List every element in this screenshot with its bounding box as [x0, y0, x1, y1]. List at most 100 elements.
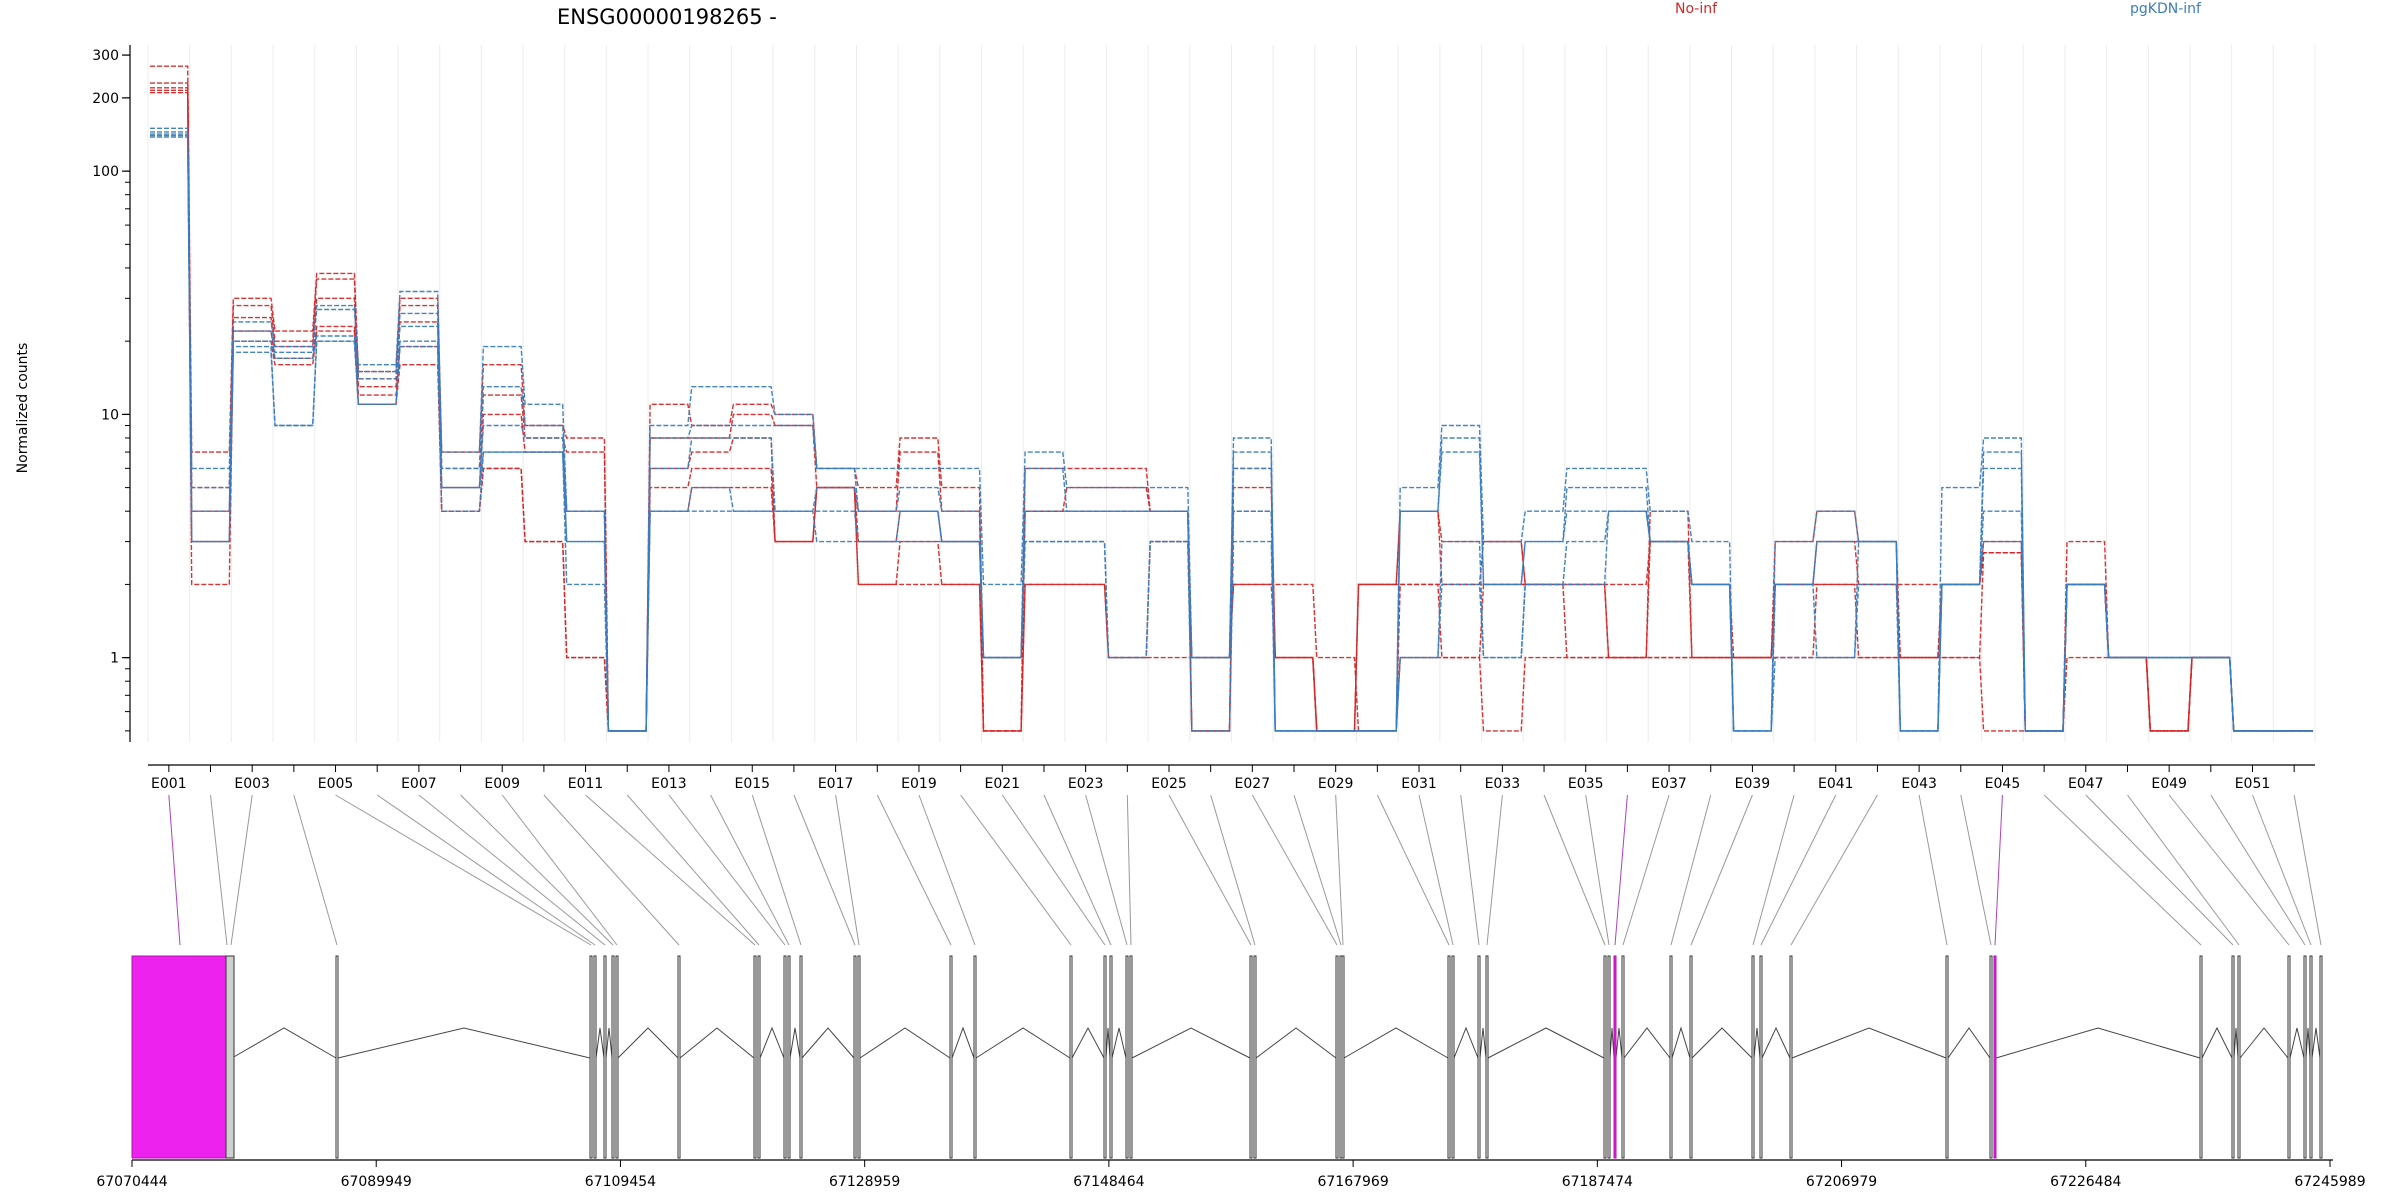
y-tick-label: 1 — [110, 651, 119, 667]
x-axis: E001 E003 E005 E007 E009 E011 E013 E015 E017 E019… — [148, 764, 2315, 792]
x-tick-label: E033 — [1485, 776, 1521, 792]
intron — [605, 1027, 613, 1059]
genomic-tick-label: 67167969 — [1317, 1174, 1388, 1190]
connector-e012 — [626, 794, 760, 946]
x-tick-label: E021 — [985, 776, 1021, 792]
intron — [801, 1027, 855, 1059]
connector-e042 — [1790, 794, 1878, 946]
connector-e039 — [1690, 794, 1753, 946]
connector-e038 — [1670, 794, 1712, 946]
exon-e007 — [603, 955, 607, 1159]
y-tick-label: 100 — [92, 164, 119, 180]
x-tick-label: E025 — [1151, 776, 1187, 792]
x-tick-label: E041 — [1818, 776, 1854, 792]
connector-e046 — [2043, 794, 2202, 946]
connector-e008 — [460, 794, 614, 946]
connector-e027 — [1251, 794, 1338, 946]
intron — [1761, 1026, 1791, 1059]
series-pgkdn-inf-5 — [150, 127, 2313, 732]
exon-e036 — [1613, 955, 1617, 1159]
series-pgkdn-inf-9 — [150, 136, 2313, 732]
exon-e013 — [783, 955, 787, 1159]
x-tick-label: E037 — [1651, 776, 1687, 792]
exon-e038 — [1669, 955, 1673, 1159]
exon-e010 — [677, 955, 681, 1159]
intron — [1111, 1027, 1127, 1059]
connector-e030 — [1376, 794, 1450, 946]
exon-e032 — [1477, 955, 1481, 1159]
exon-e005 — [589, 955, 593, 1159]
exon-e004 — [335, 955, 339, 1159]
exon-e046 — [2199, 955, 2203, 1159]
x-tick-label: E047 — [2068, 776, 2104, 792]
exon-e039 — [1689, 955, 1693, 1159]
intron — [1343, 1027, 1449, 1059]
connector-e033 — [1486, 794, 1503, 946]
x-tick-label: E019 — [901, 776, 937, 792]
connector-e032 — [1460, 794, 1480, 946]
intron — [337, 1027, 591, 1059]
intron — [1623, 1027, 1671, 1059]
connector-e043 — [1918, 794, 1948, 946]
exon-e022 — [1109, 955, 1113, 1159]
connector-e001 — [168, 794, 181, 946]
series-line — [150, 136, 2313, 732]
intron — [1479, 1027, 1487, 1059]
intron — [1615, 1027, 1623, 1059]
genomic-tick-label: 67226484 — [2050, 1174, 2121, 1190]
genomic-tick-label: 67070444 — [96, 1174, 167, 1190]
connector-e052 — [2293, 794, 2322, 946]
connector-e007 — [418, 794, 606, 946]
exon-e033 — [1485, 955, 1489, 1159]
x-tick-label: E009 — [484, 776, 520, 792]
x-tick-label: E017 — [818, 776, 854, 792]
legend-no-inf: No-inf — [1675, 1, 1718, 17]
exon-e011 — [753, 955, 757, 1159]
exon-e037 — [1621, 955, 1625, 1159]
intron — [1791, 1027, 1947, 1059]
connector-e026 — [1210, 794, 1256, 946]
x-tick-label: E005 — [318, 776, 354, 792]
x-tick-label: E039 — [1735, 776, 1771, 792]
exon-e014 — [787, 955, 791, 1159]
connector-e021 — [1001, 794, 1106, 946]
intron — [2233, 1027, 2239, 1059]
x-tick-label: E031 — [1401, 776, 1437, 792]
intron — [1691, 1027, 1753, 1059]
connector-e010 — [543, 794, 680, 946]
connector-e025 — [1168, 794, 1252, 946]
connector-e015 — [751, 794, 802, 946]
exon-e051 — [2309, 955, 2313, 1159]
intron — [679, 1027, 755, 1059]
connector-e037 — [1622, 794, 1670, 946]
connector-e034 — [1543, 794, 1606, 946]
exon-e018 — [949, 955, 953, 1159]
legend: No-inf pgKDN-inf — [1675, 1, 2202, 17]
x-tick-label: E015 — [734, 776, 770, 792]
x-tick-label: E011 — [568, 776, 604, 792]
exon-e015 — [799, 955, 803, 1159]
exon-e052 — [2319, 955, 2323, 1159]
genomic-tick-label: 67148464 — [1073, 1174, 1144, 1190]
intron — [759, 1026, 785, 1059]
intron — [859, 1027, 951, 1059]
intron — [789, 1027, 801, 1059]
exon-e012 — [757, 955, 761, 1159]
exon-e040 — [1751, 955, 1755, 1159]
connector-e029 — [1335, 794, 1344, 946]
intron — [1487, 1027, 1605, 1059]
exon-e024 — [1129, 955, 1133, 1159]
exon-e050 — [2303, 955, 2307, 1159]
x-tick-label: E001 — [151, 776, 187, 792]
exon-e030 — [1447, 955, 1451, 1159]
exon-e045 — [1993, 955, 1997, 1159]
series-no-inf-4 — [150, 92, 2313, 732]
exon-e042 — [1789, 955, 1793, 1159]
connector-e041 — [1760, 794, 1837, 946]
intron — [1995, 1027, 2201, 1059]
connector-e024 — [1126, 794, 1132, 946]
intron — [975, 1027, 1071, 1059]
connector-e048 — [2127, 794, 2240, 946]
exon-e001 — [131, 955, 229, 1159]
